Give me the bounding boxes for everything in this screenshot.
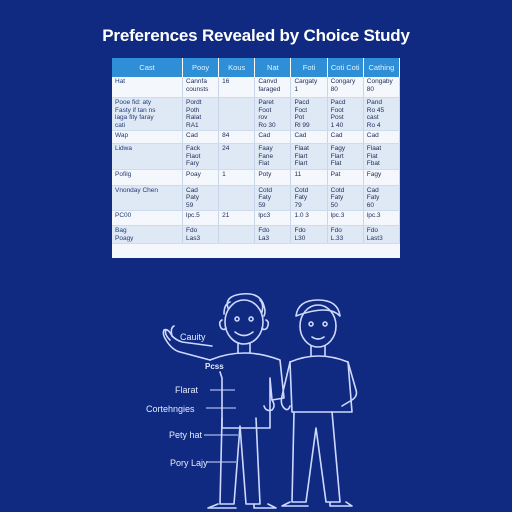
- row-label: Hat: [112, 77, 183, 98]
- table-row: Wap Cad 84 Cad Cad Cad Cad: [112, 130, 400, 144]
- annotation-label: Cauity: [180, 332, 206, 342]
- table-cell: [218, 225, 256, 244]
- table-cell: 1: [218, 169, 256, 186]
- column-header: Foti: [290, 58, 328, 77]
- column-header: Pooy: [182, 58, 220, 77]
- two-people-illustration: [162, 292, 358, 509]
- table-cell: Pat: [327, 169, 364, 186]
- table-cell: Cad: [254, 130, 292, 144]
- table-header-row: Cast Pooy Kous Nat Foti Coti Coti Cathin…: [112, 58, 400, 77]
- table-cell: 1.0 3: [290, 210, 328, 226]
- table-cell: 16: [218, 77, 256, 98]
- table-cell: Fagy: [363, 169, 400, 186]
- table-cell: Pacd Foct Pot Rl 99: [290, 97, 328, 131]
- row-label: Bag Poagy: [112, 225, 183, 244]
- annotation-leader-lines: [204, 389, 238, 463]
- table-cell: Cad Paty 59: [182, 185, 220, 211]
- table-cell: Fagy Flart Flat: [327, 143, 364, 170]
- table-cell: Cotd Faty 79: [290, 185, 328, 211]
- table-cell: Cad Faty 60: [363, 185, 400, 211]
- column-header: Coti Coti: [327, 58, 364, 77]
- table-cell: Fack Flaot Fary: [182, 143, 220, 170]
- table-cell: Pand Ro 45 cast Ro 4: [363, 97, 400, 131]
- person-left-figure: [162, 292, 285, 509]
- table-row: Lidwa Fack Flaot Fary 24 Faay Fane Flat …: [112, 143, 400, 170]
- table-cell: Fdo Last3: [363, 225, 400, 244]
- table-cell: Fdo L30: [290, 225, 328, 244]
- table-cell: lpc.5: [182, 210, 220, 226]
- table-row: Vnonday Chen Cad Paty 59 Cotd Faty 59 Co…: [112, 185, 400, 211]
- table-cell: Canvd faraged: [254, 77, 292, 98]
- table-cell: Faay Fane Flat: [254, 143, 292, 170]
- column-header: Cathing: [363, 58, 400, 77]
- table-cell: [218, 97, 256, 131]
- data-table-container: Cast Pooy Kous Nat Foti Coti Coti Cathin…: [112, 58, 400, 258]
- page-title: Preferences Revealed by Choice Study: [102, 26, 410, 45]
- table-cell: Congaby 80: [363, 77, 400, 98]
- table-cell: Paret Foot rov Ro 30: [254, 97, 292, 131]
- table-cell: Fdo La3: [254, 225, 292, 244]
- table-row: PC00 lpc.5 21 lpc3 1.0 3 lpc.3 lpc.3: [112, 210, 400, 226]
- table-cell: Poty: [254, 169, 292, 186]
- column-header: Nat: [254, 58, 292, 77]
- row-label: Vnonday Chen: [112, 185, 183, 211]
- table-cell: Pordt Poth Ralat RA1: [182, 97, 220, 131]
- table-cell: Poay: [182, 169, 220, 186]
- table-cell: [218, 185, 256, 211]
- table-cell: Congary 80: [327, 77, 364, 98]
- annotation-label: Pety hat: [169, 430, 203, 440]
- table-cell: Cannfa counsts: [182, 77, 220, 98]
- annotation-label: Cortehngies: [146, 404, 195, 414]
- table-cell: Fdo Las3: [182, 225, 220, 244]
- table-cell: Flaat Flat Fbat: [363, 143, 400, 170]
- table-cell: Cad: [182, 130, 220, 144]
- table-cell: Cotd Faty 50: [327, 185, 364, 211]
- table-cell: Cad: [363, 130, 400, 144]
- table-cell: 11: [290, 169, 328, 186]
- column-header: Cast: [112, 58, 183, 77]
- table-row: Hat Cannfa counsts 16 Canvd faraged Carg…: [112, 77, 400, 98]
- table-row: Bag Poagy Fdo Las3 Fdo La3 Fdo L30 Fdo L…: [112, 225, 400, 244]
- table-row: Pooe fid: aty Fasty if tan ns laga fity …: [112, 97, 400, 131]
- annotation-label: Flarat: [175, 385, 199, 395]
- annotation-label: Pory Lajy: [170, 458, 208, 468]
- table-cell: lpc3: [254, 210, 292, 226]
- table-cell: Cotd Faty 59: [254, 185, 292, 211]
- shirt-label: Pcss: [205, 362, 224, 371]
- row-label: Pooe fid: aty Fasty if tan ns laga fity …: [112, 97, 183, 131]
- person-right-figure: [280, 299, 358, 507]
- row-label: Wap: [112, 130, 183, 144]
- table-cell: 21: [218, 210, 256, 226]
- column-header: Kous: [218, 58, 256, 77]
- row-label: PC00: [112, 210, 183, 226]
- table-cell: Cargaty 1: [290, 77, 328, 98]
- table-cell: 24: [218, 143, 256, 170]
- table-row: Pofilg Poay 1 Poty 11 Pat Fagy: [112, 169, 400, 186]
- table-cell: lpc.3: [363, 210, 400, 226]
- table-cell: Fdo L.33: [327, 225, 364, 244]
- table-cell: Cad: [290, 130, 328, 144]
- table-cell: Pacd Foot Post 1 40: [327, 97, 364, 131]
- row-label: Lidwa: [112, 143, 183, 170]
- data-table: Cast Pooy Kous Nat Foti Coti Coti Cathin…: [112, 58, 400, 244]
- table-cell: lpc.3: [327, 210, 364, 226]
- table-cell: Flaat Flart Flart: [290, 143, 328, 170]
- row-label: Pofilg: [112, 169, 183, 186]
- table-cell: Cad: [327, 130, 364, 144]
- table-cell: 84: [218, 130, 256, 144]
